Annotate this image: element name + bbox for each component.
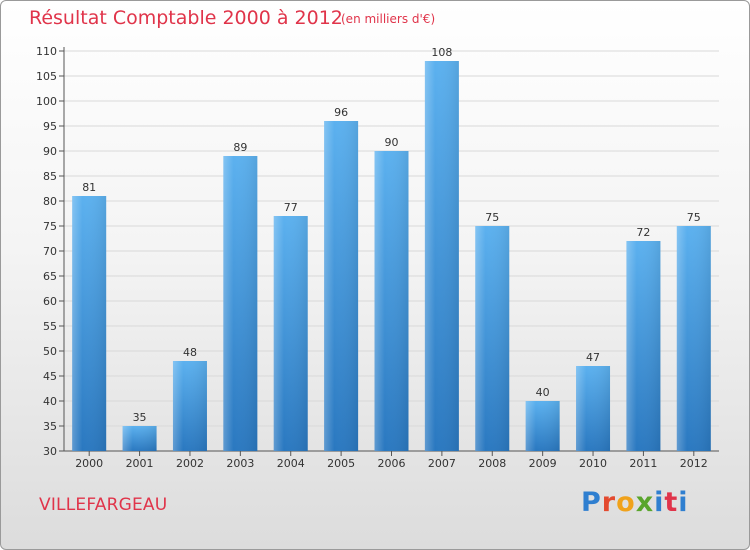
x-tick-label-2009: 2009 xyxy=(529,457,557,470)
logo-letter: o xyxy=(616,487,636,518)
y-tick-label: 50 xyxy=(43,345,57,358)
chart-unit: (en milliers d'€) xyxy=(341,12,436,26)
y-tick-label: 90 xyxy=(43,145,57,158)
x-tick-label-2007: 2007 xyxy=(428,457,456,470)
value-label-2002: 48 xyxy=(183,346,197,359)
labels: 30 35 40 45 50 55 60 65 70 75 80 85 90 95 100 105 110 81 2… xyxy=(36,45,708,470)
bar-shine-2000 xyxy=(72,196,107,451)
y-tick-label: 105 xyxy=(36,70,57,83)
x-tick-label-2012: 2012 xyxy=(680,457,708,470)
y-tick-label: 70 xyxy=(43,245,57,258)
value-label-2008: 75 xyxy=(485,211,499,224)
value-label-2010: 47 xyxy=(586,351,600,364)
logo-letter: i xyxy=(678,487,689,518)
bar-shine-2008 xyxy=(475,226,510,451)
bar-shine-2004 xyxy=(273,216,308,451)
x-tick-label-2000: 2000 xyxy=(75,457,103,470)
x-tick-label-2002: 2002 xyxy=(176,457,204,470)
value-label-2011: 72 xyxy=(636,226,650,239)
x-tick-label-2006: 2006 xyxy=(378,457,406,470)
x-tick-label-2008: 2008 xyxy=(478,457,506,470)
proxiti-logo[interactable]: Proxiti xyxy=(581,487,689,518)
bar-shine-2010 xyxy=(576,366,611,451)
value-label-2005: 96 xyxy=(334,106,348,119)
y-tick-label: 40 xyxy=(43,395,57,408)
bar-shine-2002 xyxy=(172,361,207,451)
bar-shine-2011 xyxy=(626,241,661,451)
x-tick-label-2001: 2001 xyxy=(126,457,154,470)
x-tick-label-2010: 2010 xyxy=(579,457,607,470)
value-label-2006: 90 xyxy=(385,136,399,149)
y-tick-label: 100 xyxy=(36,95,57,108)
value-label-2003: 89 xyxy=(233,141,247,154)
logo-letter: P xyxy=(581,487,602,518)
value-label-2001: 35 xyxy=(133,411,147,424)
y-tick-label: 45 xyxy=(43,370,57,383)
value-label-2000: 81 xyxy=(82,181,96,194)
y-tick-label: 95 xyxy=(43,120,57,133)
logo-letter: i xyxy=(654,487,665,518)
bar-shine-2009 xyxy=(525,401,560,451)
bar-shine-2012 xyxy=(676,226,711,451)
x-tick-label-2003: 2003 xyxy=(226,457,254,470)
value-label-2004: 77 xyxy=(284,201,298,214)
logo-letter: r xyxy=(601,487,617,518)
y-tick-label: 65 xyxy=(43,270,57,283)
logo-letter: x xyxy=(635,487,655,518)
bars xyxy=(72,61,711,451)
x-tick-label-2011: 2011 xyxy=(629,457,657,470)
y-tick-label: 85 xyxy=(43,170,57,183)
y-tick-label: 75 xyxy=(43,220,57,233)
bar-shine-2007 xyxy=(424,61,459,451)
x-tick-label-2005: 2005 xyxy=(327,457,355,470)
bar-shine-2006 xyxy=(374,151,409,451)
bar-shine-2001 xyxy=(122,426,157,451)
bar-shine-2005 xyxy=(324,121,359,451)
y-tick-label: 80 xyxy=(43,195,57,208)
city-name: VILLEFARGEAU xyxy=(39,495,168,515)
value-label-2012: 75 xyxy=(687,211,701,224)
y-tick-label: 60 xyxy=(43,295,57,308)
y-tick-label: 35 xyxy=(43,420,57,433)
logo-letter: t xyxy=(664,487,679,518)
x-tick-label-2004: 2004 xyxy=(277,457,305,470)
chart-title: Résultat Comptable 2000 à 2012 xyxy=(29,7,343,29)
y-tick-label: 55 xyxy=(43,320,57,333)
y-tick-label: 110 xyxy=(36,45,57,58)
value-label-2007: 108 xyxy=(431,46,452,59)
value-label-2009: 40 xyxy=(536,386,550,399)
bar-shine-2003 xyxy=(223,156,258,451)
y-tick-label: 30 xyxy=(43,445,57,458)
